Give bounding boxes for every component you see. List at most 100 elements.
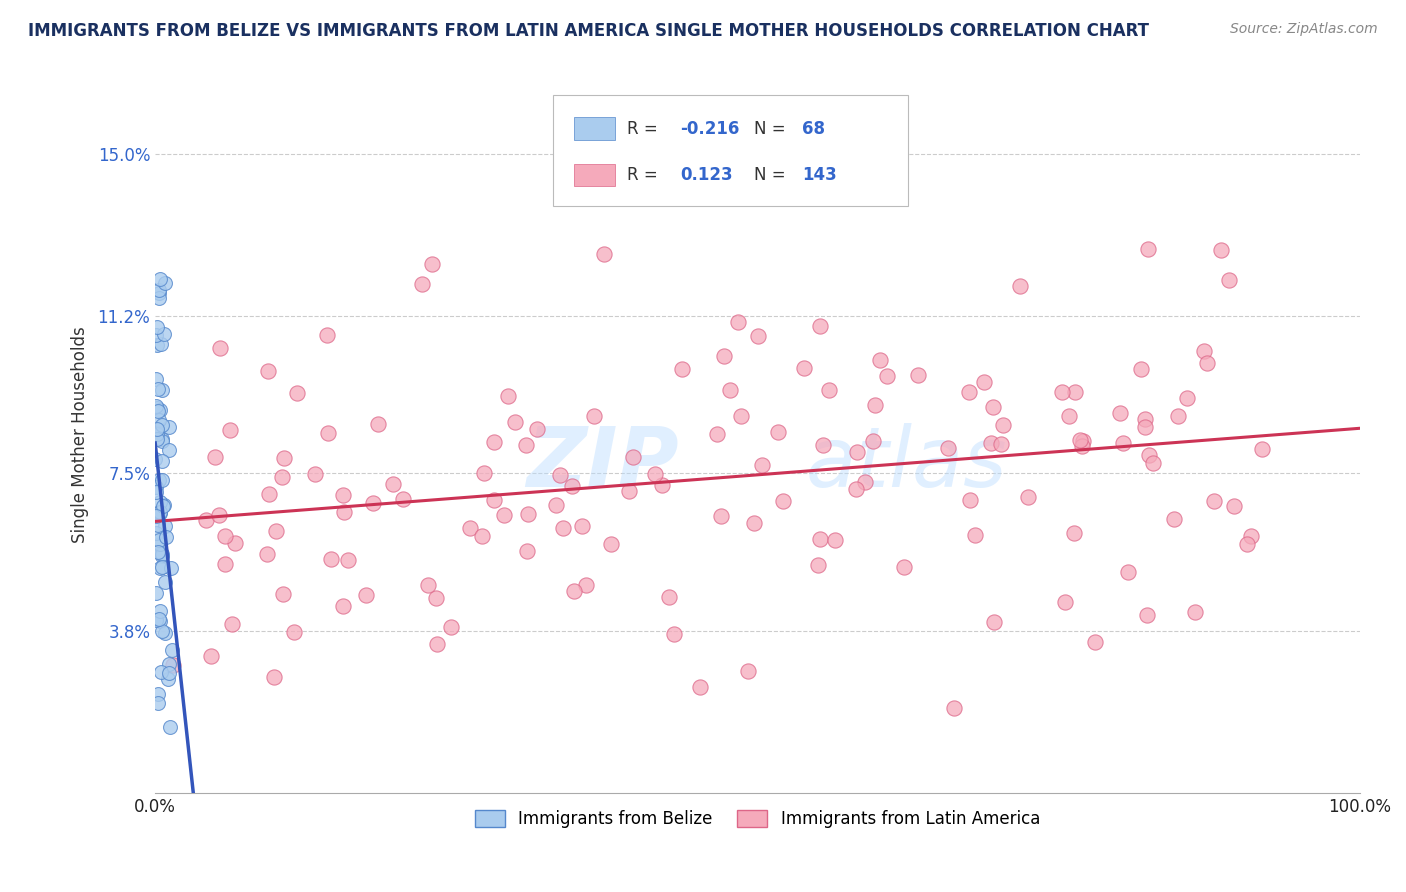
Point	[208, 341, 231, 355]
Point	[1167, 409, 1189, 423]
Point	[146, 401, 169, 416]
Point	[1209, 243, 1232, 257]
Point	[411, 277, 433, 291]
Point	[367, 417, 389, 431]
Point	[382, 476, 405, 491]
Point	[1070, 439, 1092, 453]
Point	[150, 560, 173, 574]
Point	[727, 315, 749, 329]
Point	[621, 450, 644, 465]
Point	[145, 372, 167, 386]
Point	[145, 451, 167, 466]
Point	[416, 578, 439, 592]
Point	[1163, 512, 1185, 526]
Point	[1137, 448, 1160, 462]
Point	[1194, 343, 1216, 358]
Point	[472, 466, 495, 480]
Point	[150, 547, 173, 561]
Point	[1184, 605, 1206, 619]
Point	[273, 450, 295, 465]
Point	[808, 532, 831, 546]
Point	[1133, 420, 1156, 434]
Point	[824, 533, 846, 548]
Point	[811, 438, 834, 452]
Point	[862, 434, 884, 449]
Point	[548, 468, 571, 483]
Point	[148, 291, 170, 305]
Point	[482, 434, 505, 449]
Point	[458, 521, 481, 535]
Point	[157, 665, 180, 680]
Point	[263, 670, 285, 684]
Text: 0.123: 0.123	[681, 166, 733, 184]
Point	[562, 584, 585, 599]
Point	[148, 545, 170, 559]
Point	[1052, 385, 1074, 400]
Point	[273, 587, 295, 601]
Point	[153, 499, 176, 513]
Point	[162, 643, 184, 657]
Point	[766, 425, 789, 439]
Point	[332, 599, 354, 613]
Point	[257, 364, 280, 378]
Point	[471, 529, 494, 543]
Point	[153, 327, 176, 342]
Point	[363, 496, 385, 510]
Point	[496, 389, 519, 403]
Point	[146, 518, 169, 533]
Point	[1130, 362, 1153, 376]
Point	[515, 438, 537, 452]
Point	[876, 368, 898, 383]
Point	[980, 435, 1002, 450]
Point	[893, 560, 915, 574]
Point	[1133, 411, 1156, 425]
Text: R =: R =	[627, 120, 658, 137]
Point	[1059, 409, 1081, 423]
Point	[145, 526, 167, 541]
Point	[157, 657, 180, 672]
FancyBboxPatch shape	[574, 164, 616, 186]
Point	[354, 588, 377, 602]
Point	[772, 494, 794, 508]
Point	[153, 519, 176, 533]
Point	[149, 505, 172, 519]
Point	[1136, 608, 1159, 623]
Point	[853, 475, 876, 489]
Point	[149, 506, 172, 520]
Point	[221, 616, 243, 631]
Point	[148, 612, 170, 626]
Point	[304, 467, 326, 482]
Point	[651, 478, 673, 492]
Point	[156, 672, 179, 686]
Point	[150, 546, 173, 560]
Point	[152, 432, 174, 446]
Point	[1108, 406, 1130, 420]
Point	[150, 665, 173, 679]
Point	[617, 484, 640, 499]
Point	[1218, 273, 1240, 287]
Point	[148, 533, 170, 548]
Point	[1116, 565, 1139, 579]
Text: N =: N =	[754, 166, 786, 184]
Point	[993, 417, 1015, 432]
Point	[149, 536, 172, 550]
Point	[1008, 278, 1031, 293]
Point	[1063, 525, 1085, 540]
Point	[426, 637, 449, 651]
Point	[981, 400, 1004, 414]
Point	[155, 530, 177, 544]
Point	[391, 492, 413, 507]
Point	[793, 361, 815, 376]
Text: N =: N =	[754, 120, 786, 137]
Point	[150, 473, 173, 487]
Point	[990, 437, 1012, 451]
Point	[219, 423, 242, 437]
Point	[153, 276, 176, 290]
Point	[983, 615, 1005, 630]
Point	[845, 482, 868, 496]
Point	[148, 286, 170, 301]
Point	[907, 368, 929, 382]
Point	[194, 513, 217, 527]
Point	[494, 508, 516, 522]
Point	[257, 487, 280, 501]
